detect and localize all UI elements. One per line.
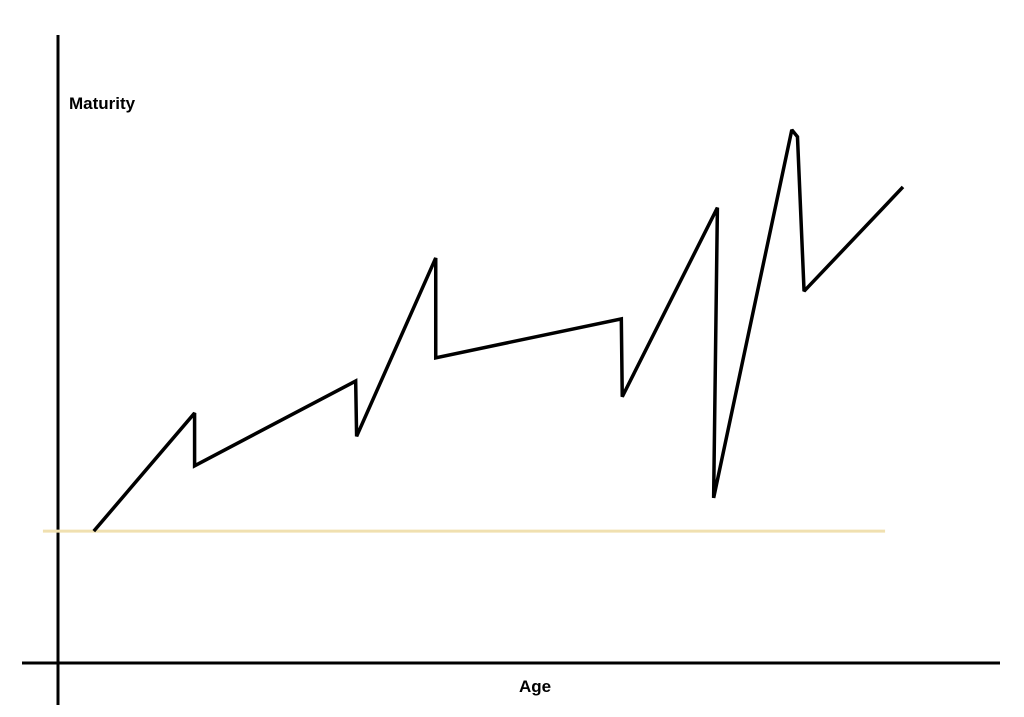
y-axis-label: Maturity bbox=[69, 94, 136, 113]
x-axis-label: Age bbox=[519, 677, 552, 696]
series-line-0 bbox=[92, 128, 905, 533]
